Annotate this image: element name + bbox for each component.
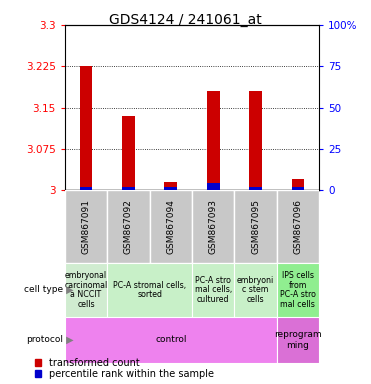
Bar [122,187,135,190]
Bar [249,187,262,190]
Bar [65,317,277,363]
Text: GSM867092: GSM867092 [124,199,133,254]
Bar [107,263,192,317]
Bar [277,190,319,263]
Bar [164,187,177,190]
Bar [192,190,234,263]
Bar [277,263,319,317]
Legend: transformed count, percentile rank within the sample: transformed count, percentile rank withi… [35,358,214,379]
Bar [234,190,277,263]
Text: reprogram
ming: reprogram ming [274,330,322,349]
Bar [107,190,150,263]
Text: PC-A stromal cells,
sorted: PC-A stromal cells, sorted [113,281,186,299]
Text: GDS4124 / 241061_at: GDS4124 / 241061_at [109,13,262,27]
Bar [80,66,92,190]
Bar [292,187,304,190]
Bar [207,91,220,190]
Bar [207,184,220,190]
Text: ▶: ▶ [63,335,73,345]
Bar [292,179,304,190]
Text: GSM867095: GSM867095 [251,199,260,254]
Bar [249,91,262,190]
Text: embryoni
c stem
cells: embryoni c stem cells [237,276,274,304]
Bar [277,317,319,363]
Text: GSM867096: GSM867096 [293,199,302,254]
Text: GSM867091: GSM867091 [82,199,91,254]
Text: embryonal
carcinomal
a NCCIT
cells: embryonal carcinomal a NCCIT cells [65,271,108,309]
Bar [122,116,135,190]
Bar [150,190,192,263]
Text: PC-A stro
mal cells,
cultured: PC-A stro mal cells, cultured [194,276,232,304]
Bar [65,263,107,317]
Bar [80,187,92,190]
Bar [65,190,107,263]
Text: protocol: protocol [26,335,63,344]
Text: control: control [155,335,187,344]
Text: IPS cells
from
PC-A stro
mal cells: IPS cells from PC-A stro mal cells [280,271,316,309]
Text: ▶: ▶ [63,285,73,295]
Bar [234,263,277,317]
Text: GSM867094: GSM867094 [166,199,175,254]
Bar [164,182,177,190]
Text: cell type: cell type [24,285,63,295]
Text: GSM867093: GSM867093 [209,199,218,254]
Bar [192,263,234,317]
